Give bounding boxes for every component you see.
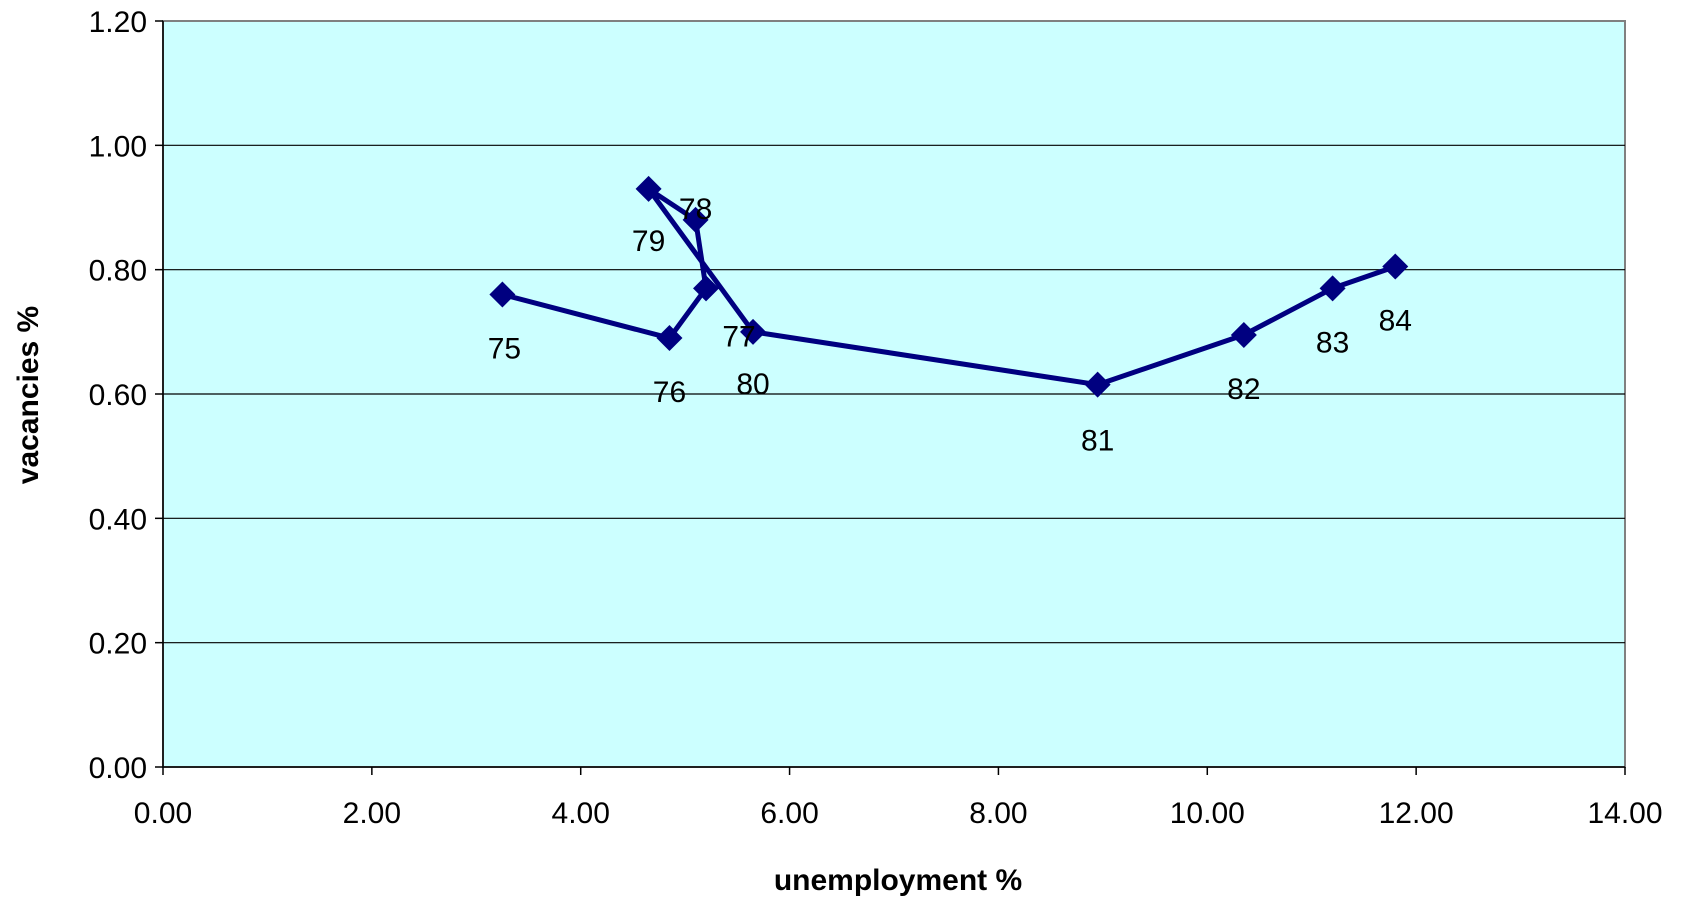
data-point-label: 75 xyxy=(488,333,521,366)
data-point-marker xyxy=(1382,253,1409,280)
data-point-label: 82 xyxy=(1227,373,1260,406)
y-tick-label: 0.40 xyxy=(89,503,147,536)
data-point-label: 77 xyxy=(722,320,755,353)
data-point-label: 78 xyxy=(679,193,712,226)
data-labels: 75 76 77 78 79 80 81 82 83 84 xyxy=(488,193,1412,458)
y-axis-title: vacancies % xyxy=(12,306,45,484)
data-point-marker xyxy=(1230,321,1257,348)
y-tick-label: 0.80 xyxy=(89,255,147,288)
x-tick-label: 8.00 xyxy=(969,797,1027,830)
y-tick-label: 0.60 xyxy=(89,379,147,412)
data-series xyxy=(489,175,1409,398)
data-point-label: 83 xyxy=(1316,326,1349,359)
series-line xyxy=(501,186,1397,388)
x-tick-label: 2.00 xyxy=(343,797,401,830)
x-tick-label: 6.00 xyxy=(760,797,818,830)
data-point-label: 84 xyxy=(1379,305,1412,338)
y-tick-label: 1.00 xyxy=(89,130,147,163)
x-tick-label: 12.00 xyxy=(1379,797,1454,830)
x-tick-label: 14.00 xyxy=(1587,797,1662,830)
data-point-marker xyxy=(682,206,709,233)
data-point-label: 76 xyxy=(653,376,686,409)
data-point-label: 81 xyxy=(1081,425,1114,458)
data-point-marker xyxy=(656,325,683,352)
x-axis-title: unemployment % xyxy=(774,864,1022,897)
data-point-marker xyxy=(635,175,662,202)
y-tick-label: 0.00 xyxy=(89,752,147,785)
data-point-label: 80 xyxy=(736,368,769,401)
x-tick-label: 4.00 xyxy=(552,797,610,830)
data-point-marker xyxy=(1084,371,1111,398)
x-tick-label: 0.00 xyxy=(134,797,192,830)
gridlines xyxy=(163,144,1625,644)
data-point-marker xyxy=(740,318,767,345)
data-point-marker xyxy=(489,281,516,308)
data-point-label: 79 xyxy=(632,225,665,258)
axes xyxy=(155,20,1626,775)
y-tick-label: 0.20 xyxy=(89,628,147,661)
data-point-marker xyxy=(1319,275,1346,302)
y-tick-label: 1.20 xyxy=(89,6,147,39)
tick-labels: 0.00 0.20 0.40 0.60 0.80 1.00 1.20 0.00 2.00 4.00… xyxy=(89,6,1663,830)
x-tick-label: 10.00 xyxy=(1170,797,1245,830)
data-point-marker xyxy=(693,275,720,302)
